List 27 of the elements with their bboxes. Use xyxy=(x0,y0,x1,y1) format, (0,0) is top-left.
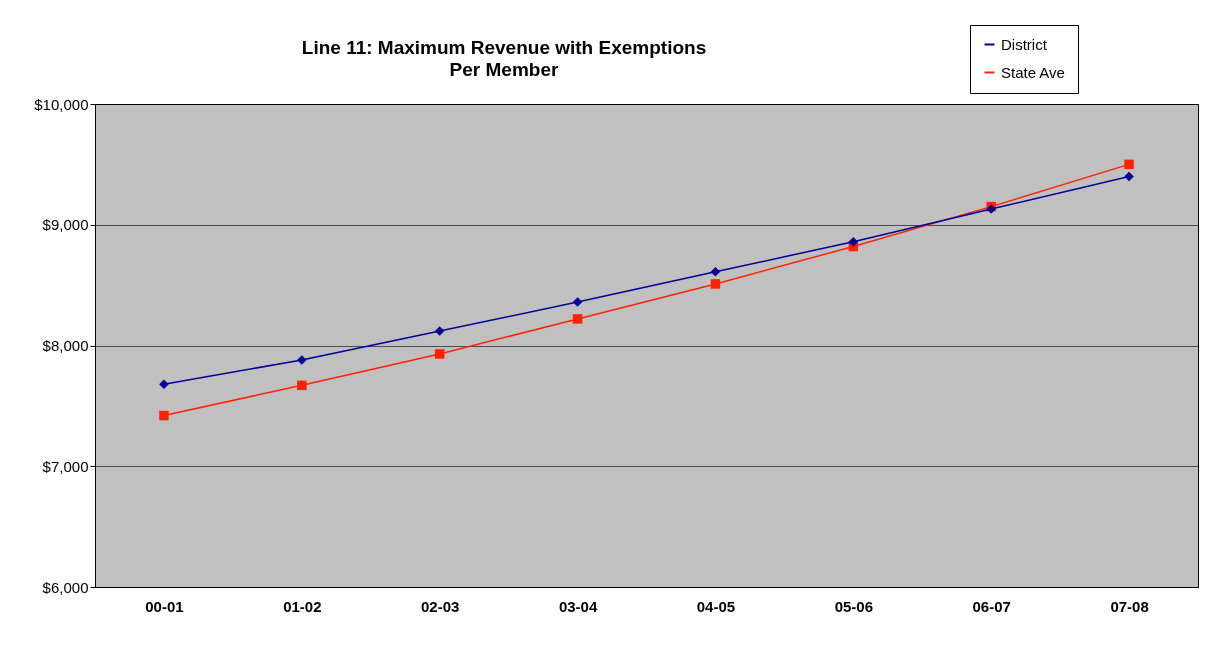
x-tick-label: 04-05 xyxy=(696,597,736,615)
point xyxy=(572,297,583,307)
y-tick-label: $7,000 xyxy=(42,457,89,475)
x-tick-label: 05-06 xyxy=(834,597,873,615)
y-tick-label: $10,000 xyxy=(34,95,89,113)
point xyxy=(572,314,583,324)
point xyxy=(848,236,859,247)
legend-label: District xyxy=(1001,35,1048,53)
legend-label: State Ave xyxy=(1001,63,1065,81)
point xyxy=(159,410,169,421)
point xyxy=(710,267,721,277)
point xyxy=(434,349,445,359)
x-tick-label: 06-07 xyxy=(972,597,1011,615)
y-tick-label: $8,000 xyxy=(42,337,89,354)
point xyxy=(1124,159,1134,170)
y-tick-label: $6,000 xyxy=(42,578,89,596)
x-tick-label: 01-02 xyxy=(283,597,322,615)
x-tick-label: 00-01 xyxy=(145,597,184,615)
chart-title: Line 11: Maximum Revenue with Exemptions Per Member xyxy=(301,37,707,80)
x-tick-label: 02-03 xyxy=(421,597,460,615)
point xyxy=(297,380,307,391)
y-tick-label: $9,000 xyxy=(42,216,89,234)
point xyxy=(434,326,445,336)
point xyxy=(710,279,721,289)
x-tick-label: 03-04 xyxy=(558,597,598,615)
point xyxy=(1124,171,1134,182)
x-tick-label: 07-08 xyxy=(1110,597,1149,615)
